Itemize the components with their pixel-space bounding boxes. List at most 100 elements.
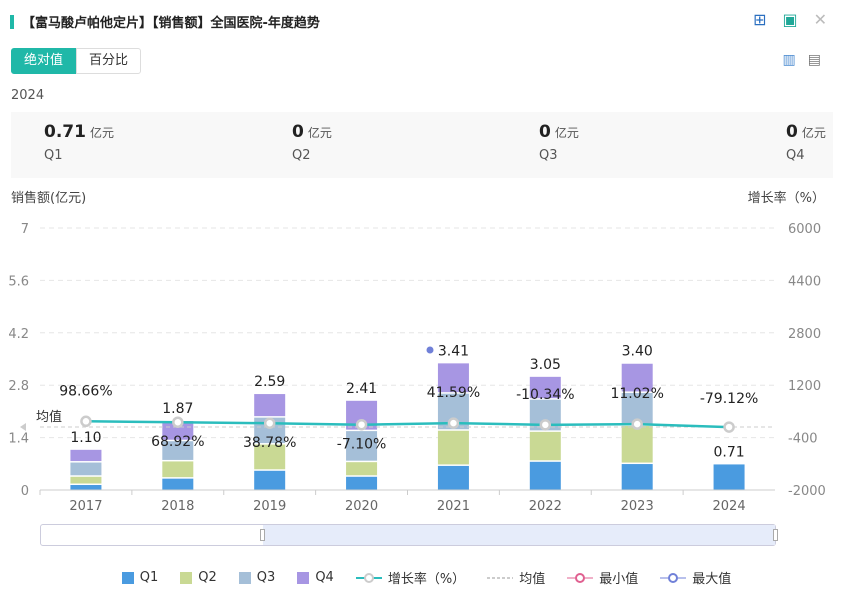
growth-point <box>263 417 276 429</box>
total-label: 2.41 <box>346 381 377 397</box>
average-label: 均值 <box>36 409 62 425</box>
growth-label: -79.12% <box>700 391 758 407</box>
growth-label: 98.66% <box>59 383 112 399</box>
summary-q2: 0 亿元 Q2 <box>292 122 332 163</box>
y2-tick-label: -400 <box>788 432 818 447</box>
close-icon[interactable]: ✕ <box>813 10 827 29</box>
summary-q3: 0 亿元 Q3 <box>539 122 579 163</box>
tab-percent[interactable]: 百分比 <box>76 48 142 74</box>
growth-point <box>723 421 735 433</box>
x-tick-label: 2017 <box>69 499 102 514</box>
legend-q1[interactable]: Q1 <box>121 568 158 587</box>
slider-handle-right[interactable] <box>773 529 778 541</box>
bar-q3 <box>346 431 378 461</box>
total-label: 3.40 <box>622 344 653 360</box>
bar-q4 <box>437 363 469 393</box>
legend-q2[interactable]: Q2 <box>180 568 217 587</box>
y2-tick-label: 2800 <box>788 327 821 342</box>
bar-q2 <box>346 462 378 476</box>
bar-q1 <box>162 478 194 490</box>
growth-point <box>447 417 460 429</box>
x-tick-label: 2019 <box>253 499 286 514</box>
legend-min[interactable]: 最小值 <box>567 568 638 587</box>
y-tick-label: 4.2 <box>8 327 29 342</box>
y-tick-label: 1.4 <box>8 432 29 447</box>
growth-point <box>80 415 92 428</box>
growth-point <box>172 416 184 428</box>
total-label: 2.59 <box>254 374 285 390</box>
bar-q1 <box>346 476 378 490</box>
table-icon[interactable]: ▤ <box>807 52 821 68</box>
y-tick-label: 5.6 <box>8 274 29 289</box>
x-tick-label: 2018 <box>161 499 194 514</box>
x-tick-label: 2024 <box>713 499 746 514</box>
y-axis-label: 销售额(亿元) <box>11 190 86 206</box>
bar-q2 <box>162 461 194 478</box>
bar-q1 <box>621 464 653 490</box>
bar-q2 <box>70 476 102 484</box>
year-label: 2024 <box>11 88 45 103</box>
growth-label: -10.34% <box>516 387 574 403</box>
bar-q2 <box>437 430 469 465</box>
legend-max[interactable]: 最大值 <box>660 568 731 587</box>
x-tick-label: 2020 <box>345 499 378 514</box>
image-export-icon[interactable]: ▣ <box>782 10 798 29</box>
bar-q4 <box>70 449 102 462</box>
growth-point <box>631 418 643 430</box>
legend: Q1 Q2 Q3 Q4 增长率（%） 均值 最小值 最大值 <box>0 568 853 587</box>
growth-label: 11.02% <box>610 386 663 402</box>
y2-tick-label: 6000 <box>788 222 821 237</box>
growth-point <box>355 418 368 431</box>
bar-q2 <box>621 425 653 463</box>
growth-label: 41.59% <box>427 385 480 401</box>
legend-q3[interactable]: Q3 <box>238 568 275 587</box>
legend-q4[interactable]: Q4 <box>297 568 334 587</box>
bar-chart-icon[interactable]: ▥ <box>782 52 796 68</box>
bar-q3 <box>70 462 102 476</box>
total-label: 3.05 <box>530 357 561 373</box>
slider-handle-left[interactable] <box>260 529 265 541</box>
x-tick-label: 2022 <box>529 499 562 514</box>
total-label: 3.41 <box>438 343 469 359</box>
excel-export-icon[interactable]: ⊞ <box>753 10 767 29</box>
x-tick-label: 2023 <box>621 499 654 514</box>
bar-q1 <box>254 470 286 490</box>
y2-tick-label: -2000 <box>788 484 826 499</box>
bar-q2 <box>254 444 286 470</box>
y-tick-label: 0 <box>21 484 29 499</box>
bar-q4 <box>162 421 194 440</box>
legend-growth[interactable]: 增长率（%） <box>355 568 465 587</box>
y2-tick-label: 1200 <box>788 379 821 394</box>
bar-q4 <box>254 394 286 417</box>
max-marker-icon <box>426 346 434 354</box>
total-label: 1.10 <box>70 430 101 446</box>
growth-label: -7.10% <box>337 437 387 453</box>
growth-label: 38.78% <box>243 435 296 451</box>
bar-q4 <box>621 363 653 392</box>
bar-q1 <box>70 485 102 490</box>
bar-q3 <box>162 441 194 460</box>
chart: 销售额(亿元) 增长率（%） 0 -2000 1.4 -400 2.8 1200 4.2 28… <box>8 190 826 514</box>
growth-label: 68.92% <box>151 434 204 450</box>
quarter-summary: 0.71 亿元 Q1 0 亿元 Q2 0 亿元 Q3 0 亿元 Q4 <box>11 112 833 178</box>
chart-title: 【富马酸卢帕他定片】【销售额】全国医院-年度趋势 <box>10 12 320 31</box>
summary-q1: 0.71 亿元 Q1 <box>44 122 114 163</box>
bar-q4 <box>529 376 561 399</box>
data-zoom-slider[interactable] <box>40 524 778 546</box>
bar-q2 <box>529 431 561 461</box>
y-tick-label: 2.8 <box>8 379 29 394</box>
tab-absolute[interactable]: 绝对值 <box>11 48 77 74</box>
y2-axis-label: 增长率（%） <box>748 190 825 206</box>
growth-line <box>85 420 730 429</box>
x-tick-label: 2021 <box>437 499 470 514</box>
average-marker-icon <box>20 423 26 431</box>
legend-average[interactable]: 均值 <box>487 572 546 587</box>
y-tick-label: 7 <box>21 222 29 237</box>
bar-q1 <box>529 461 561 490</box>
title-text: 【富马酸卢帕他定片】【销售额】全国医院-年度趋势 <box>22 16 320 31</box>
total-label: 0.71 <box>713 444 744 460</box>
bar-q1 <box>437 465 469 490</box>
summary-q4: 0 亿元 Q4 <box>786 122 826 163</box>
total-label: 1.87 <box>162 401 193 417</box>
bar-q1 <box>713 464 745 490</box>
